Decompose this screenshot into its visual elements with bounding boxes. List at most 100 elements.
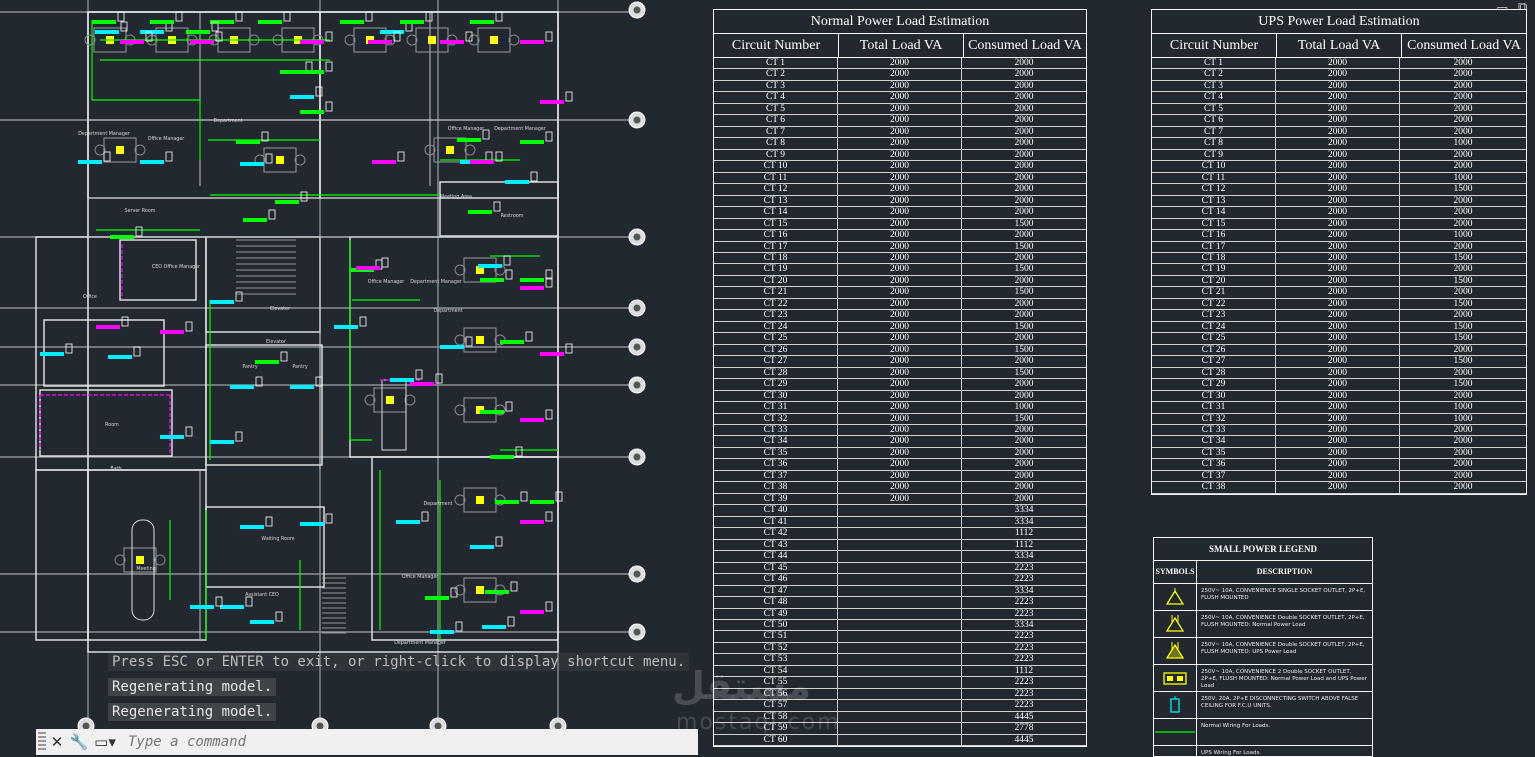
meeting-table — [131, 519, 155, 621]
customize-wrench-icon[interactable]: 🔧 — [69, 733, 89, 751]
cell-consumed: 3334 — [1014, 505, 1034, 516]
cell-total: 2000 — [1276, 138, 1400, 149]
cell-total: 2000 — [1276, 436, 1400, 447]
switch-symbol — [283, 11, 291, 22]
viewport-close-icon[interactable]: ⧉ — [1518, 0, 1528, 15]
outlet — [476, 496, 484, 504]
circuit-tag — [300, 70, 324, 74]
table-row: CT 59 2778 — [714, 723, 1086, 735]
cell-circuit: CT 59 — [714, 723, 838, 734]
cell-circuit: CT 32 — [714, 413, 838, 424]
table-row: CT 20 2000 1500 — [1152, 275, 1526, 288]
chair — [94, 144, 106, 156]
legend-description: Normal Wiring For Loads. — [1201, 723, 1271, 729]
table-row: CT 58 4445 — [714, 711, 1086, 724]
cell-total: 2000 — [838, 447, 962, 459]
cell-consumed: 2000 — [1014, 447, 1034, 458]
cell-circuit: CT 15 — [1152, 218, 1276, 230]
circuit-tag — [490, 455, 514, 459]
cell-consumed: 2000 — [1014, 470, 1034, 481]
circuit-tag — [340, 20, 364, 24]
table-row: CT 30 2000 2000 — [1152, 390, 1526, 403]
cell-consumed: 2000 — [1453, 470, 1473, 481]
cell-consumed: 2000 — [1014, 356, 1034, 367]
cell-consumed: 2000 — [1014, 195, 1034, 206]
command-prompt-icon[interactable]: ▭▾ — [94, 733, 116, 751]
circuit-tag — [520, 418, 544, 422]
switch-symbol — [121, 316, 129, 327]
command-line: ✕ 🔧 ▭▾ — [36, 729, 698, 755]
cell-circuit: CT 55 — [714, 677, 838, 688]
circuit-tag — [430, 630, 454, 634]
circuit-tag — [150, 20, 174, 24]
drag-handle[interactable] — [38, 732, 46, 752]
grid-bubble-dot — [434, 722, 442, 730]
cell-total: 2000 — [1276, 80, 1400, 92]
switch-symbol — [510, 581, 518, 592]
cell-total: 2000 — [1276, 195, 1400, 207]
cell-consumed: 2223 — [1014, 677, 1034, 688]
outlet — [428, 36, 436, 44]
switch-symbol — [545, 31, 553, 42]
cell-circuit: CT 38 — [1152, 482, 1276, 493]
table-row: CT 12 2000 2000 — [714, 184, 1086, 196]
room-label: Department Manager — [394, 640, 446, 646]
cell-consumed: 2000 — [1014, 172, 1034, 183]
table-row: CT 13 2000 2000 — [714, 195, 1086, 208]
cell-consumed: 2223 — [1014, 562, 1034, 573]
switch-symbol — [545, 511, 553, 522]
floor-plan-drawing[interactable]: Department Manager Office Manager Departme… — [0, 0, 710, 755]
circuit-tag — [495, 500, 519, 504]
chair — [344, 34, 356, 46]
cell-circuit: CT 10 — [1152, 161, 1276, 172]
cell-total: 2000 — [838, 161, 962, 172]
cell-consumed: 2000 — [1014, 390, 1034, 401]
circuit-tag — [520, 520, 544, 524]
cell-consumed: 2000 — [1453, 149, 1473, 160]
cell-total: 2000 — [1276, 207, 1400, 218]
cell-circuit: CT 37 — [1152, 470, 1276, 482]
cell-consumed: 2223 — [1014, 608, 1034, 619]
normal-load-table: Normal Power Load Estimation Circuit Num… — [713, 9, 1087, 748]
circuit-tag — [290, 95, 314, 99]
cell-consumed: 2000 — [1453, 344, 1473, 355]
switch-symbol — [117, 11, 125, 22]
room-label: Bath — [110, 466, 121, 472]
circuit-tag — [210, 300, 234, 304]
room-label: Meeting Area — [440, 194, 472, 200]
cell-total: 2000 — [1276, 379, 1400, 390]
cell-consumed: 2000 — [1014, 459, 1034, 470]
legend-row: 250V~ 10A, CONVENIENCE Double SOCKET OUT… — [1154, 611, 1372, 638]
cell-total: 2000 — [838, 149, 962, 161]
header-consumed: Consumed Load VA — [968, 38, 1082, 53]
switch-symbol — [465, 336, 473, 347]
table-row: CT 33 2000 2000 — [714, 425, 1086, 437]
command-input[interactable] — [126, 733, 630, 751]
legend-header: SYMBOLS DESCRIPTION — [1154, 561, 1372, 584]
table-row: CT 5 2000 2000 — [714, 103, 1086, 116]
table-row: CT 48 2223 — [714, 597, 1086, 609]
room-label: Pantry — [242, 364, 258, 370]
cell-circuit: CT 34 — [1152, 436, 1276, 447]
cell-circuit: CT 20 — [714, 275, 838, 287]
cell-consumed: 1000 — [1453, 138, 1473, 149]
switch-symbol — [261, 131, 269, 142]
table-row: CT 25 2000 1500 — [1152, 333, 1526, 345]
cell-consumed: 2000 — [1453, 241, 1473, 252]
table-row: CT 2 2000 2000 — [1152, 69, 1526, 81]
close-icon[interactable]: ✕ — [50, 733, 64, 751]
cell-circuit: CT 13 — [1152, 195, 1276, 207]
switch-symbol — [300, 191, 308, 202]
cell-circuit: CT 54 — [714, 665, 838, 677]
cell-total: 2000 — [1276, 367, 1400, 379]
table-row: CT 41 3334 — [714, 516, 1086, 529]
room-label: Department Manager — [494, 126, 546, 132]
table-row: CT 44 3334 — [714, 551, 1086, 563]
outlet — [476, 586, 484, 594]
table-row: CT 42 1112 — [714, 528, 1086, 540]
cell-circuit: CT 16 — [1152, 230, 1276, 241]
cell-consumed: 2000 — [1014, 379, 1034, 390]
table-row: CT 9 2000 2000 — [1152, 149, 1526, 162]
switch-symbol — [235, 291, 243, 302]
switch-symbol — [325, 513, 333, 524]
